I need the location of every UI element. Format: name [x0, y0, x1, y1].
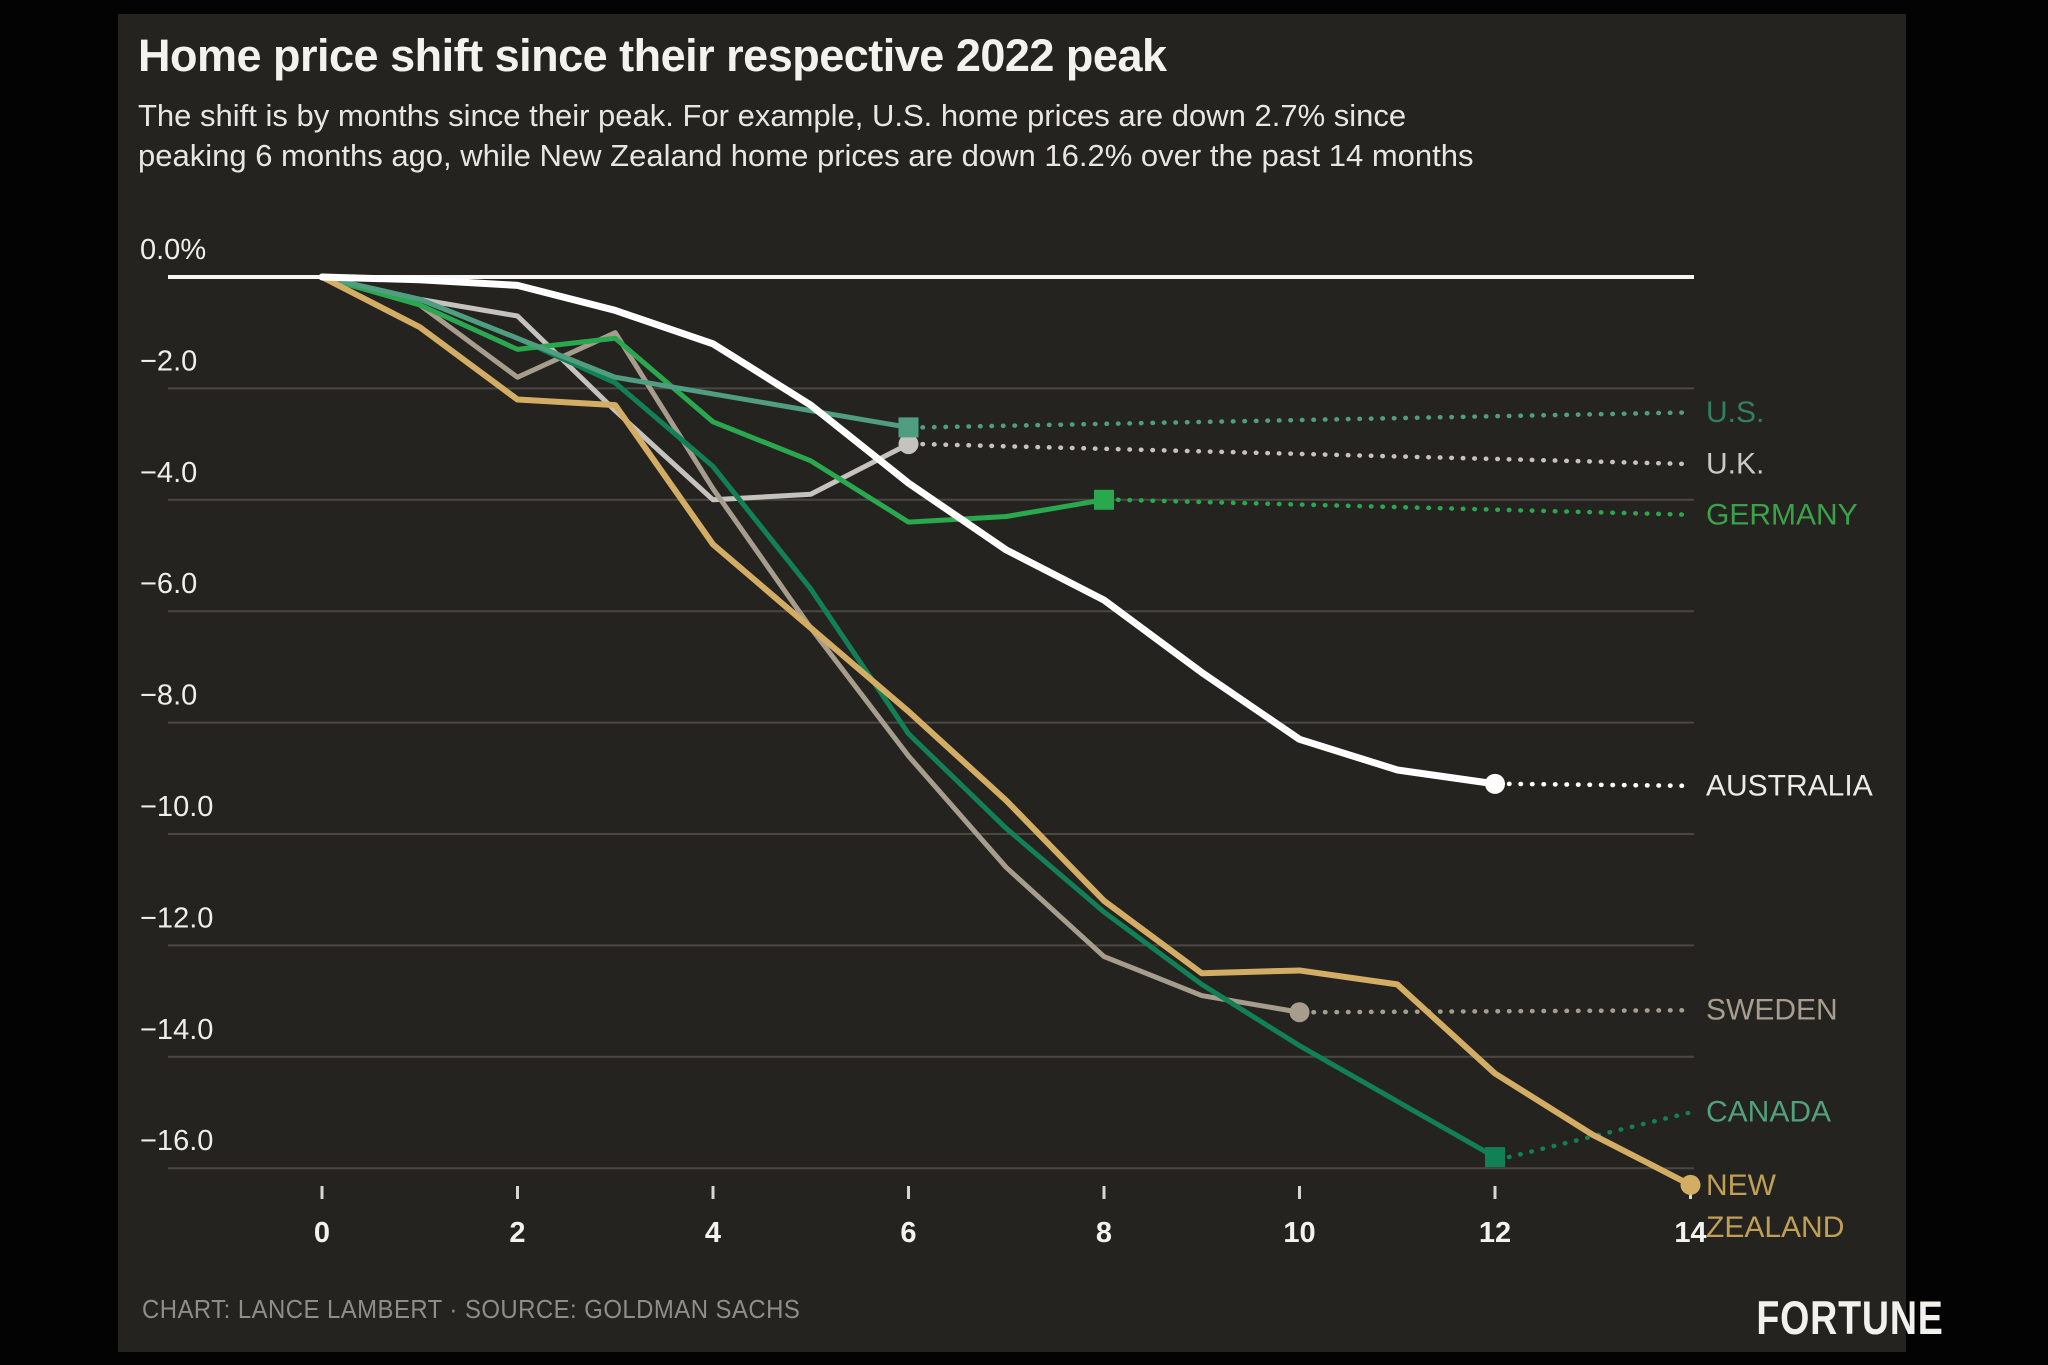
series-line-us	[319, 274, 911, 430]
x-axis-label: 6	[900, 1217, 916, 1249]
x-axis-label: 12	[1479, 1217, 1511, 1249]
x-axis-label: 4	[705, 1217, 721, 1249]
y-axis-label: −16.0	[140, 1125, 213, 1157]
end-marker-germany	[1094, 489, 1114, 510]
x-axis-label: 14	[1674, 1217, 1706, 1249]
leader-line-us	[920, 410, 1695, 430]
series-line-new-zealand	[319, 274, 1694, 1188]
leader-line-germany	[1115, 497, 1695, 518]
chart-title: Home price shift since their respective …	[138, 30, 1167, 81]
chart-subtitle: The shift is by months since their peak.…	[138, 98, 1474, 173]
x-axis-label: 8	[1096, 1217, 1112, 1249]
end-marker-uk	[898, 434, 919, 455]
leader-line-canada	[1506, 1109, 1695, 1160]
x-axis-label: 2	[509, 1217, 525, 1249]
chart-card: Home price shift since their respective …	[118, 14, 1943, 1352]
y-axis-label: −10.0	[140, 791, 213, 823]
end-marker-australia	[1485, 773, 1505, 794]
leader-line-sweden	[1311, 1007, 1695, 1015]
series-line-germany	[319, 274, 1107, 525]
y-axis-label: −6.0	[140, 568, 197, 600]
y-axis-label: −4.0	[140, 457, 197, 489]
series-label-australia: AUSTRALIA	[1706, 769, 1873, 802]
series-label-sweden: SWEDEN	[1706, 994, 1838, 1027]
series-label-new-zealand: NEW ZEALAND	[1706, 1168, 1844, 1243]
end-marker-sweden	[1289, 1002, 1310, 1023]
y-axis-label: −2.0	[140, 345, 197, 377]
end-marker-us	[898, 417, 919, 438]
y-axis-label: −14.0	[140, 1014, 213, 1046]
leader-line-uk	[920, 441, 1695, 467]
series-line-sweden	[319, 274, 1302, 1015]
end-marker-new-zealand	[1680, 1174, 1701, 1195]
y-axis-label: −12.0	[140, 902, 213, 934]
series-label-germany: GERMANY	[1706, 498, 1858, 531]
leader-line-australia	[1506, 781, 1695, 789]
x-axis-label: 10	[1283, 1217, 1315, 1249]
series-label-canada: CANADA	[1706, 1096, 1831, 1129]
y-axis-label: 0.0%	[140, 234, 206, 266]
x-axis-label: 0	[314, 1217, 330, 1249]
series-line-australia	[318, 273, 1499, 788]
chart-credit: CHART: LANCE LAMBERT · SOURCE: GOLDMAN S…	[142, 1294, 801, 1324]
series-line-canada	[319, 274, 1498, 1160]
series-label-uk: U.K.	[1706, 448, 1764, 481]
end-marker-canada	[1485, 1147, 1505, 1168]
series-label-us: U.S.	[1706, 396, 1764, 429]
fortune-logo: FORTUNE	[1756, 1291, 1944, 1344]
y-axis-label: −8.0	[140, 680, 197, 712]
